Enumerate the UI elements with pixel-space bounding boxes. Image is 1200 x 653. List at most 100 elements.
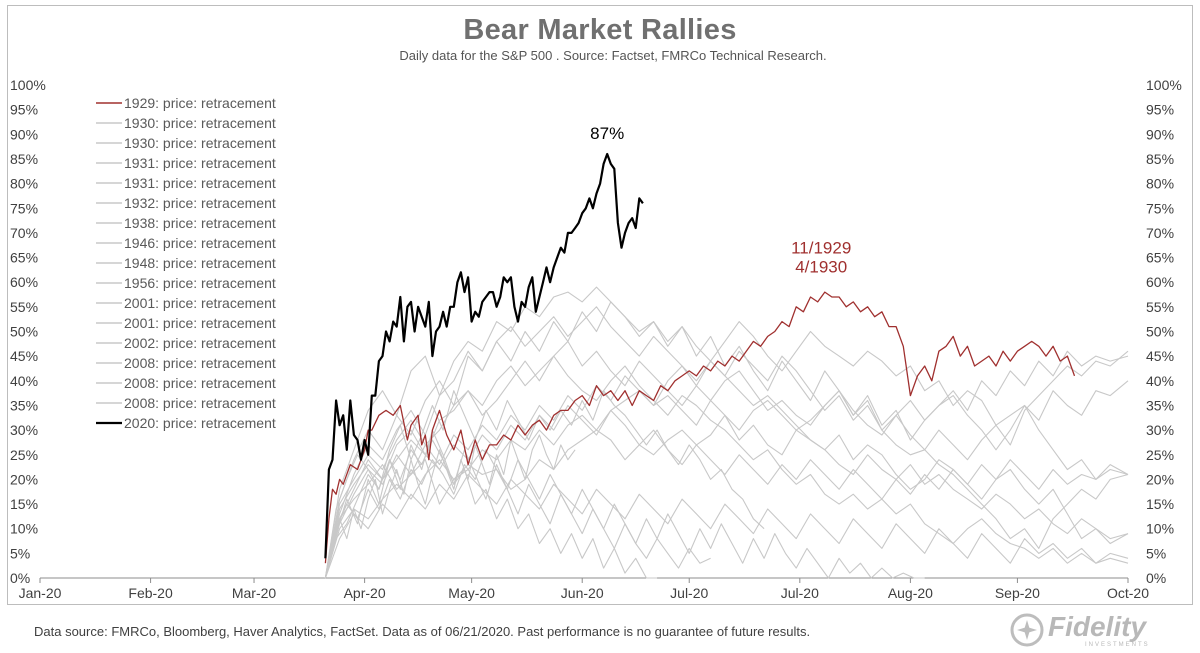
- y-tick-label-right: 45%: [1146, 348, 1174, 364]
- y-tick-label-left: 50%: [10, 324, 38, 340]
- x-tick-label: May-20: [448, 585, 495, 601]
- logo-tagline: INVESTMENTS: [1085, 642, 1150, 648]
- y-tick-label-right: 75%: [1146, 200, 1174, 216]
- series-line-1930-1: [324, 414, 1129, 579]
- y-tick-label-right: 70%: [1146, 225, 1174, 241]
- y-tick-label-right: 85%: [1146, 151, 1174, 167]
- legend-label: 2001: price: retracement: [124, 315, 276, 331]
- y-tick-label-left: 95%: [10, 102, 38, 118]
- legend-label: 1931: price: retracement: [124, 175, 276, 191]
- y-tick-label-left: 65%: [10, 250, 38, 266]
- x-tick-label: Jul-20: [781, 585, 819, 601]
- y-tick-label-right: 15%: [1146, 496, 1174, 512]
- y-tick-label-left: 30%: [10, 422, 38, 438]
- y-tick-label-left: 80%: [10, 176, 38, 192]
- legend-label: 1930: price: retracement: [124, 115, 276, 131]
- x-tick-label: Feb-20: [128, 585, 173, 601]
- legend-label: 2008: price: retracement: [124, 375, 276, 391]
- y-tick-label-left: 35%: [10, 397, 38, 413]
- y-tick-label-left: 40%: [10, 373, 38, 389]
- series-line-2002-12: [324, 404, 1129, 579]
- chart-frame: [7, 5, 1193, 605]
- y-tick-label-right: 10%: [1146, 521, 1174, 537]
- series-layer: [324, 152, 1129, 579]
- y-tick-label-right: 25%: [1146, 447, 1174, 463]
- x-tick-label: Apr-20: [344, 585, 386, 601]
- annotation-label: 11/1929: [791, 239, 851, 258]
- series-line-2020-16: [324, 152, 644, 559]
- y-tick-label-right: 40%: [1146, 373, 1174, 389]
- y-tick-label-left: 100%: [10, 77, 46, 93]
- y-tick-label-right: 80%: [1146, 176, 1174, 192]
- fidelity-logo: Fidelity INVESTMENTS: [1010, 612, 1150, 648]
- legend-label: 1931: price: retracement: [124, 155, 276, 171]
- series-line-1932-5: [324, 286, 1129, 579]
- legend-label: 1946: price: retracement: [124, 235, 276, 251]
- x-tick-label: Sep-20: [995, 585, 1040, 601]
- chart-subtitle: Daily data for the S&P 500 . Source: Fac…: [399, 48, 827, 63]
- y-tick-label-right: 60%: [1146, 274, 1174, 290]
- logo-wordmark: Fidelity: [1048, 612, 1147, 642]
- legend-label: 2002: price: retracement: [124, 335, 276, 351]
- series-line-2008-15: [324, 473, 1129, 579]
- series-line-1948-8: [324, 355, 1129, 579]
- fidelity-logo-icon: [1010, 613, 1044, 647]
- y-tick-label-right: 20%: [1146, 471, 1174, 487]
- y-tick-label-left: 5%: [10, 545, 30, 561]
- legend-label: 2008: price: retracement: [124, 355, 276, 371]
- y-tick-label-right: 100%: [1146, 77, 1182, 93]
- series-line-2001-11: [324, 429, 711, 579]
- y-tick-label-left: 90%: [10, 126, 38, 142]
- legend-label: 1956: price: retracement: [124, 275, 276, 291]
- x-tick-label: Aug-20: [888, 585, 933, 601]
- series-line-2008-14: [324, 449, 925, 579]
- axes: Jan-20 Feb-20 Mar-20 Apr-20 May-20 Jun-20 Jul-…: [10, 77, 1182, 601]
- x-tick-label: Mar-20: [232, 585, 277, 601]
- series-line-2008-13: [324, 350, 1129, 579]
- x-tick-label: Jan-20: [19, 585, 62, 601]
- legend-label: 1938: price: retracement: [124, 215, 276, 231]
- legend: 1929: price: retracement 1930: price: ret…: [96, 95, 276, 431]
- y-tick-label-left: 0%: [10, 570, 30, 586]
- y-tick-label-left: 45%: [10, 348, 38, 364]
- y-tick-label-left: 55%: [10, 299, 38, 315]
- annotation-label: 87%: [590, 124, 624, 143]
- annotation-label: 4/1930: [795, 257, 847, 276]
- footer-note: Data source: FMRCo, Bloomberg, Haver Ana…: [34, 624, 811, 639]
- y-tick-label-right: 0%: [1146, 570, 1166, 586]
- y-tick-label-right: 50%: [1146, 324, 1174, 340]
- x-tick-label: Jun-20: [561, 585, 604, 601]
- y-tick-label-right: 55%: [1146, 299, 1174, 315]
- y-tick-label-left: 75%: [10, 200, 38, 216]
- y-tick-label-right: 35%: [1146, 397, 1174, 413]
- legend-label: 1929: price: retracement: [124, 95, 276, 111]
- y-tick-label-right: 90%: [1146, 126, 1174, 142]
- y-tick-label-left: 15%: [10, 496, 38, 512]
- y-tick-label-left: 60%: [10, 274, 38, 290]
- series-line-1929-0: [324, 291, 1076, 564]
- x-tick-label: Jul-20: [670, 585, 708, 601]
- series-line-1930-2: [324, 390, 1129, 579]
- legend-label: 1932: price: retracement: [124, 195, 276, 211]
- series-line-2001-10: [324, 306, 1129, 579]
- legend-label: 2001: price: retracement: [124, 295, 276, 311]
- y-tick-label-right: 95%: [1146, 102, 1174, 118]
- series-line-1938-6: [324, 390, 765, 579]
- y-tick-label-left: 25%: [10, 447, 38, 463]
- y-tick-label-left: 20%: [10, 471, 38, 487]
- y-tick-label-left: 70%: [10, 225, 38, 241]
- y-tick-label-right: 65%: [1146, 250, 1174, 266]
- x-tick-label: Oct-20: [1107, 585, 1149, 601]
- legend-label: 1930: price: retracement: [124, 135, 276, 151]
- y-tick-label-right: 5%: [1146, 545, 1166, 561]
- y-tick-label-left: 85%: [10, 151, 38, 167]
- y-tick-label-left: 10%: [10, 521, 38, 537]
- legend-label: 2020: price: retracement: [124, 415, 276, 431]
- legend-label: 2008: price: retracement: [124, 395, 276, 411]
- y-tick-label-right: 30%: [1146, 422, 1174, 438]
- legend-label: 1948: price: retracement: [124, 255, 276, 271]
- series-line-1946-7: [324, 434, 576, 579]
- series-line-1956-9: [324, 301, 1129, 579]
